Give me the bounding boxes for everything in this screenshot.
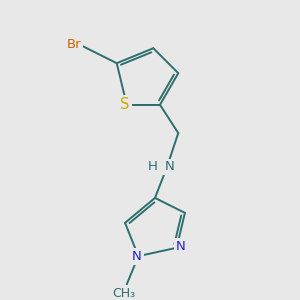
Text: N: N xyxy=(164,160,174,173)
Text: N: N xyxy=(132,250,142,262)
Text: CH₃: CH₃ xyxy=(112,287,136,300)
Text: Br: Br xyxy=(67,38,82,51)
Text: H: H xyxy=(148,160,158,173)
Text: N: N xyxy=(176,240,185,253)
Text: S: S xyxy=(120,97,130,112)
